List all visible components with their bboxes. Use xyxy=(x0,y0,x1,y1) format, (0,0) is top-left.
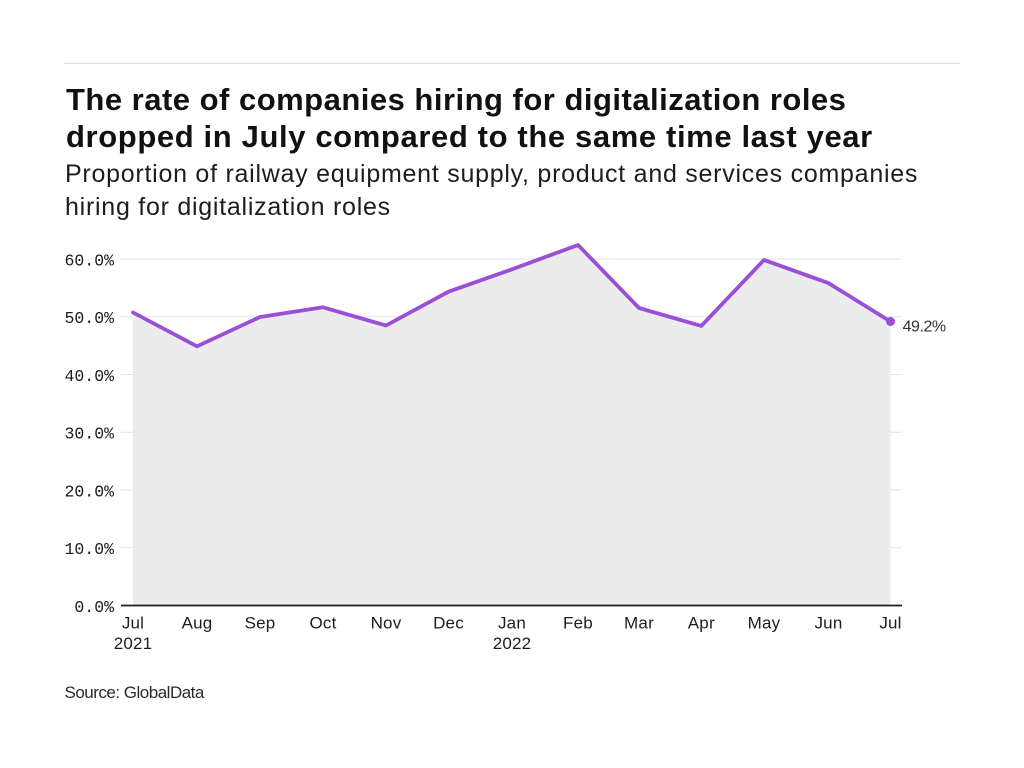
svg-text:Mar: Mar xyxy=(624,614,654,633)
svg-text:49.2%: 49.2% xyxy=(903,318,946,335)
svg-text:40.0%: 40.0% xyxy=(64,367,114,386)
svg-text:0.0%: 0.0% xyxy=(74,598,114,617)
svg-text:10.0%: 10.0% xyxy=(64,540,114,559)
svg-text:Aug: Aug xyxy=(182,614,213,633)
svg-text:2021: 2021 xyxy=(114,634,153,653)
svg-text:2022: 2022 xyxy=(493,634,532,653)
svg-text:Jan: Jan xyxy=(498,614,526,633)
svg-text:Dec: Dec xyxy=(433,614,464,633)
svg-text:60.0%: 60.0% xyxy=(64,251,114,270)
svg-text:Jun: Jun xyxy=(814,614,842,633)
svg-text:50.0%: 50.0% xyxy=(64,309,114,328)
svg-text:Apr: Apr xyxy=(688,614,715,633)
svg-text:Jul: Jul xyxy=(122,614,144,633)
svg-text:Oct: Oct xyxy=(309,614,336,633)
svg-text:Nov: Nov xyxy=(371,614,402,633)
svg-text:Feb: Feb xyxy=(563,614,593,633)
svg-text:Sep: Sep xyxy=(245,614,276,633)
svg-text:Jul: Jul xyxy=(879,614,901,633)
svg-text:May: May xyxy=(748,614,781,633)
svg-text:30.0%: 30.0% xyxy=(64,425,114,444)
svg-text:20.0%: 20.0% xyxy=(64,482,114,501)
